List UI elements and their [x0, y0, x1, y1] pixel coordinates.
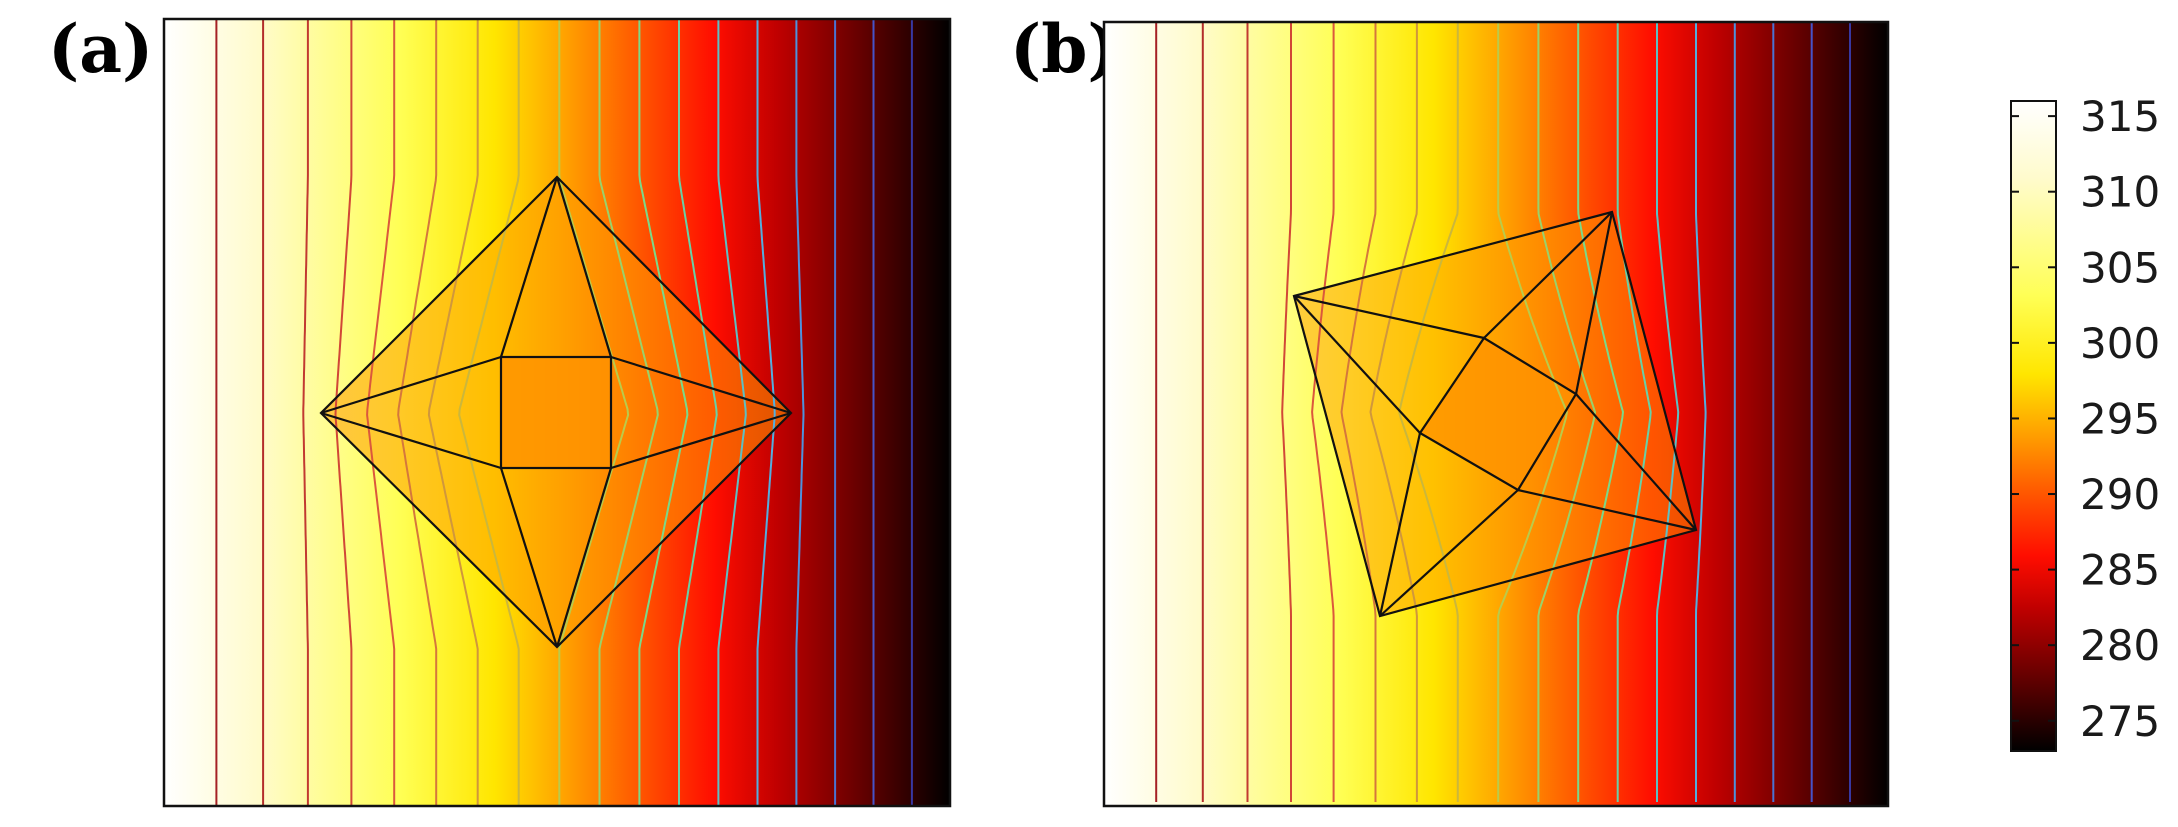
- panel-b-isotherm-line: [1616, 22, 1652, 802]
- panel-a-label: (a): [48, 10, 153, 88]
- colorbar-tick-label: 300: [2080, 319, 2160, 368]
- panel-b-isotherm-line: [1695, 22, 1707, 802]
- panel-b-isotherm-line: [1656, 22, 1680, 802]
- panel-a-isotherm-line: [458, 19, 520, 805]
- panel-a-isotherm-line: [598, 19, 659, 805]
- panel-b-isotherm-line: [1340, 22, 1377, 802]
- colorbar: 315 310 305 300 295 290 285 280 275: [2010, 92, 2160, 752]
- panel-a-isotherm-line: [397, 19, 438, 805]
- panel-a-isotherm-line: [366, 19, 396, 805]
- panel-a-isotherm-line: [678, 19, 718, 805]
- panel-a-isotherm-line: [334, 19, 353, 805]
- colorbar-tick-label: 280: [2080, 621, 2160, 670]
- panel-a: (a): [48, 10, 952, 808]
- panel-a-isotherm-line: [638, 19, 689, 805]
- panel-a-isotherm-line: [795, 19, 805, 805]
- panel-a-frame: [162, 17, 952, 808]
- panel-b-isotherm-line: [1537, 22, 1597, 802]
- colorbar-tick-label: 285: [2080, 546, 2160, 595]
- colorbar-bar: [2010, 100, 2057, 752]
- colorbar-tick-label: 275: [2080, 697, 2160, 746]
- colorbar-tick-label: 295: [2080, 394, 2160, 443]
- panel-b-isotherm-line: [1577, 22, 1625, 802]
- colorbar-tick-label: 315: [2080, 92, 2160, 141]
- panel-b-label: (b): [1010, 10, 1119, 88]
- panel-a-mesh: [319, 175, 793, 649]
- panel-b: (b): [1010, 10, 1890, 808]
- panel-b-isotherm-line: [1497, 22, 1568, 802]
- panel-b-frame: [1102, 20, 1890, 808]
- panel-b-isotherm-line: [1311, 22, 1335, 802]
- panel-a-isotherm-line: [717, 19, 747, 805]
- panel-a-isotherm-line: [756, 19, 776, 805]
- panel-a-isotherm-line: [427, 19, 479, 805]
- colorbar-tick-label: 310: [2080, 168, 2160, 217]
- panel-a-isotherm-line: [558, 19, 630, 805]
- colorbar-ticks: 315 310 305 300 295 290 285 280 275: [2011, 92, 2160, 746]
- panel-b-mesh: [1292, 210, 1698, 618]
- colorbar-tick-label: 290: [2080, 470, 2160, 519]
- panel-a-isotherms: [215, 19, 913, 805]
- panel-a-isotherm-line: [302, 19, 309, 805]
- panel-b-isotherm-line: [1281, 22, 1292, 802]
- panel-b-isotherm-line: [1369, 22, 1418, 802]
- colorbar-tick-label: 305: [2080, 243, 2160, 292]
